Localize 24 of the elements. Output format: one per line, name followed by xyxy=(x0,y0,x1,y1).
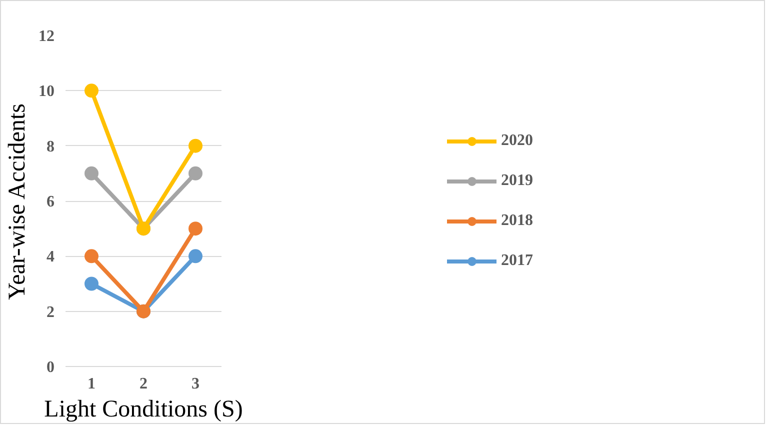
legend-label: 2017 xyxy=(501,252,534,270)
point xyxy=(188,249,202,264)
y-tick-label: 0 xyxy=(46,359,54,376)
legend-label: 2020 xyxy=(501,132,534,150)
x-tick-label: 1 xyxy=(88,376,96,392)
point xyxy=(84,166,98,180)
y-axis-title: Year-wise Accidents xyxy=(4,103,30,300)
legend-label: 2018 xyxy=(501,212,534,230)
y-tick-label: 2 xyxy=(46,304,54,321)
x-axis-title: Light Conditions (S) xyxy=(44,396,243,422)
point xyxy=(84,84,98,98)
point xyxy=(188,222,202,236)
y-tick-label: 10 xyxy=(38,83,54,100)
point xyxy=(84,249,98,264)
y-tick-label: 4 xyxy=(46,248,54,266)
point xyxy=(188,138,202,153)
x-tick-label: 2 xyxy=(140,376,148,392)
x-tick-label: 3 xyxy=(192,376,200,392)
point xyxy=(188,166,202,180)
point xyxy=(84,276,98,291)
y-tick-label: 6 xyxy=(46,194,54,210)
legend-label: 2019 xyxy=(501,172,534,190)
y-tick-label: 8 xyxy=(46,138,54,156)
y-tick-label: 12 xyxy=(38,28,54,45)
